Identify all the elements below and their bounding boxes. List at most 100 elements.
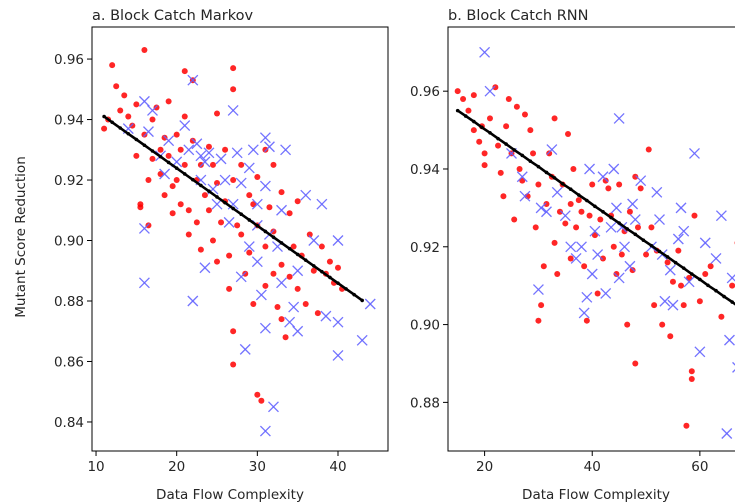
- data-point-red: [226, 285, 233, 292]
- data-point-red: [250, 201, 257, 208]
- data-point-red: [688, 368, 695, 375]
- data-point-red: [645, 146, 652, 153]
- data-point-blue-x: [247, 144, 259, 156]
- data-point-blue-x: [586, 268, 598, 280]
- data-point-red: [551, 115, 558, 122]
- data-point-red: [274, 304, 281, 311]
- data-point-blue-x: [710, 252, 722, 264]
- data-point-blue-x: [263, 141, 275, 153]
- data-point-red: [470, 92, 477, 99]
- data-point-blue-x: [699, 237, 711, 249]
- data-point-red: [702, 271, 709, 278]
- data-point-blue-x: [292, 325, 304, 337]
- data-point-red: [497, 169, 504, 176]
- data-point-blue-x: [227, 105, 239, 116]
- data-point-blue-x: [589, 225, 601, 237]
- data-point-red: [527, 127, 534, 134]
- data-point-red: [634, 224, 641, 231]
- data-point-red: [214, 110, 221, 117]
- data-point-red: [165, 98, 172, 105]
- data-point-blue-x: [223, 216, 235, 228]
- data-point-red: [460, 95, 467, 102]
- data-point-red: [181, 161, 188, 168]
- data-point-red: [688, 376, 695, 383]
- data-point-blue-x: [541, 206, 552, 218]
- data-point-blue-x: [215, 153, 227, 165]
- data-point-red: [573, 224, 580, 231]
- data-point-red: [613, 271, 620, 278]
- data-point-blue-x: [667, 299, 679, 311]
- plot-frame: [91, 26, 389, 452]
- y-tick-label: 0.94: [410, 162, 440, 178]
- data-point-red: [294, 285, 301, 292]
- data-point-red: [173, 177, 180, 184]
- data-point-blue-x: [654, 214, 665, 226]
- plot-frame: [447, 26, 735, 452]
- data-point-blue-x: [300, 189, 312, 201]
- data-point-blue-x: [613, 112, 625, 124]
- data-point-blue-x: [332, 349, 344, 361]
- data-point-red: [230, 65, 237, 72]
- data-point-red: [230, 361, 237, 368]
- data-point-blue-x: [199, 262, 211, 274]
- data-point-red: [173, 131, 180, 138]
- data-point-red: [165, 152, 172, 159]
- data-point-blue-x: [364, 298, 376, 310]
- data-point-red: [209, 237, 216, 244]
- data-point-red: [543, 200, 550, 207]
- data-point-red: [513, 103, 520, 110]
- data-point-red: [230, 177, 237, 184]
- data-point-blue-x: [259, 322, 271, 334]
- data-point-red: [302, 301, 309, 308]
- y-tick-label: 0.88: [54, 294, 84, 310]
- data-point-red: [632, 360, 639, 367]
- data-point-red: [137, 204, 144, 211]
- data-point-blue-x: [138, 95, 150, 107]
- data-point-blue-x: [683, 276, 695, 288]
- data-point-red: [691, 212, 698, 219]
- data-point-blue-x: [724, 334, 735, 346]
- data-point-red: [567, 200, 574, 207]
- data-point-red: [290, 243, 297, 250]
- data-point-red: [242, 270, 249, 277]
- data-point-blue-x: [268, 401, 279, 413]
- data-point-red: [707, 263, 714, 270]
- data-point-blue-x: [280, 144, 292, 156]
- data-point-blue-x: [584, 163, 596, 175]
- data-point-red: [470, 127, 477, 134]
- trend-line: [103, 115, 363, 302]
- data-point-blue-x: [251, 256, 263, 268]
- data-point-red: [632, 173, 639, 180]
- y-tick-label: 0.92: [54, 173, 84, 189]
- data-point-blue-x: [332, 316, 344, 328]
- data-point-red: [629, 267, 636, 274]
- data-point-blue-x: [664, 264, 676, 276]
- data-point-red: [238, 231, 245, 238]
- data-point-red: [581, 263, 588, 270]
- data-point-blue-x: [259, 425, 271, 437]
- data-point-red: [538, 302, 545, 309]
- data-point-blue-x: [592, 249, 604, 261]
- data-point-red: [565, 130, 572, 137]
- data-point-red: [230, 328, 237, 335]
- data-point-blue-x: [551, 186, 563, 198]
- data-point-blue-x: [624, 260, 636, 272]
- data-point-red: [546, 150, 553, 157]
- data-point-blue-x: [597, 171, 609, 183]
- data-point-blue-x: [195, 150, 207, 162]
- data-point-red: [177, 146, 184, 153]
- data-point-red: [567, 255, 574, 262]
- data-point-red: [294, 198, 301, 205]
- data-point-blue-x: [546, 144, 558, 155]
- data-point-red: [554, 271, 561, 278]
- data-point-red: [326, 258, 333, 265]
- data-point-red: [133, 152, 140, 159]
- data-point-red: [486, 115, 493, 122]
- data-point-blue-x: [516, 171, 528, 183]
- data-point-red: [145, 177, 152, 184]
- data-point-red: [637, 185, 644, 192]
- x-tick-label: 60: [691, 459, 708, 475]
- data-point-red: [675, 247, 682, 254]
- data-point-red: [222, 146, 229, 153]
- plot-area: [454, 46, 735, 439]
